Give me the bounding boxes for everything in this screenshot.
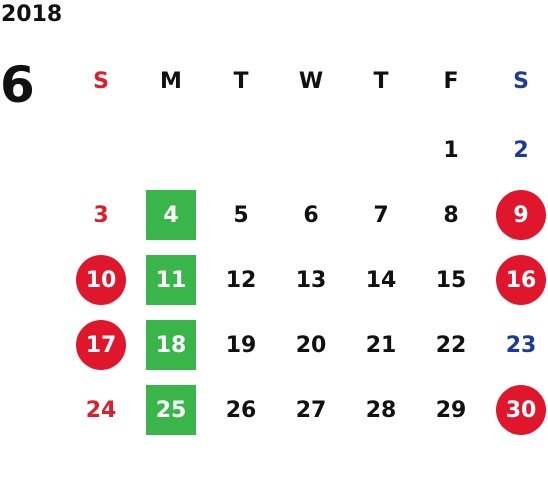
weekday-header: F xyxy=(443,68,459,94)
day-cell-10[interactable]: 10 xyxy=(76,255,126,305)
day-cell-9[interactable]: 9 xyxy=(496,190,546,240)
day-cell-23[interactable]: 23 xyxy=(505,332,537,358)
weekday-header: S xyxy=(513,68,529,94)
day-cell-4[interactable]: 4 xyxy=(146,190,196,240)
day-cell-6[interactable]: 6 xyxy=(303,202,319,228)
day-cell-11[interactable]: 11 xyxy=(146,255,196,305)
day-cell-16[interactable]: 16 xyxy=(496,255,546,305)
day-cell-15[interactable]: 15 xyxy=(435,267,467,293)
day-cell-22[interactable]: 22 xyxy=(435,332,467,358)
day-cell-26[interactable]: 26 xyxy=(225,397,257,423)
day-cell-12[interactable]: 12 xyxy=(225,267,257,293)
day-cell-25[interactable]: 25 xyxy=(146,385,196,435)
weekday-header: M xyxy=(160,68,182,94)
weekday-header: S xyxy=(93,68,109,94)
day-cell-3[interactable]: 3 xyxy=(93,202,109,228)
day-cell-18[interactable]: 18 xyxy=(146,320,196,370)
year-label: 2018 xyxy=(1,2,63,27)
day-cell-19[interactable]: 19 xyxy=(225,332,257,358)
day-cell-2[interactable]: 2 xyxy=(513,137,529,163)
weekday-header: W xyxy=(298,68,324,94)
weekday-header: T xyxy=(373,68,389,94)
day-cell-20[interactable]: 20 xyxy=(295,332,327,358)
day-cell-5[interactable]: 5 xyxy=(233,202,249,228)
day-cell-21[interactable]: 21 xyxy=(365,332,397,358)
day-cell-30[interactable]: 30 xyxy=(496,385,546,435)
day-cell-8[interactable]: 8 xyxy=(443,202,459,228)
day-cell-13[interactable]: 13 xyxy=(295,267,327,293)
day-cell-1[interactable]: 1 xyxy=(443,137,459,163)
weekday-header: T xyxy=(233,68,249,94)
day-cell-28[interactable]: 28 xyxy=(365,397,397,423)
day-cell-14[interactable]: 14 xyxy=(365,267,397,293)
month-number: 6 xyxy=(0,56,35,114)
day-cell-7[interactable]: 7 xyxy=(373,202,389,228)
day-cell-27[interactable]: 27 xyxy=(295,397,327,423)
day-cell-17[interactable]: 17 xyxy=(76,320,126,370)
day-cell-29[interactable]: 29 xyxy=(435,397,467,423)
day-cell-24[interactable]: 24 xyxy=(85,397,117,423)
